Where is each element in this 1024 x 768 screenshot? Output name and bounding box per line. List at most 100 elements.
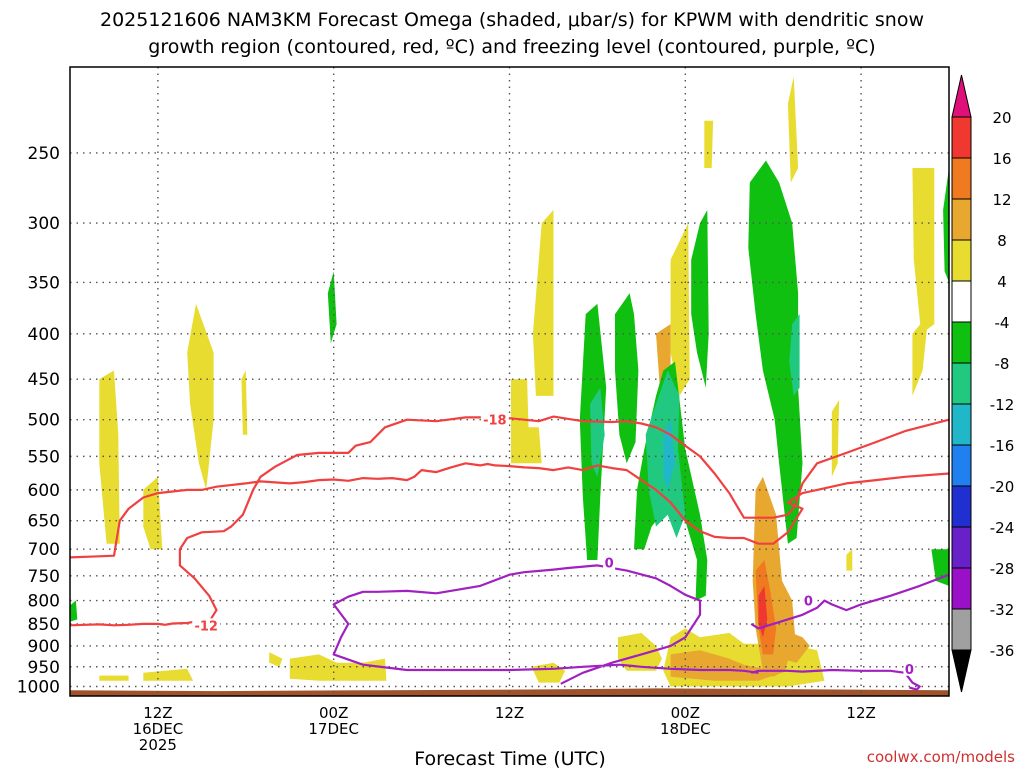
omega-region-4-8 (787, 76, 799, 183)
y-tick-label-250: 250 (28, 144, 60, 164)
omega-region-4-15 (143, 668, 194, 681)
colorbar-top-triangle (951, 74, 972, 118)
x-tick-label-42-1: 18DEC (660, 720, 711, 738)
colorbar-label-3: 8 (997, 232, 1007, 250)
contour-line-4 (750, 668, 921, 691)
contour-label-0: -18 (483, 414, 507, 429)
x-tick-label-6-1: 16DEC (133, 720, 184, 738)
colorbar-box-2 (951, 198, 972, 241)
pressure-axis: 2503003504004505005506006507007508008509… (17, 144, 60, 698)
omega-region-4-0 (99, 370, 120, 544)
omega-region-4-12 (846, 549, 853, 571)
y-tick-label-500: 500 (28, 411, 60, 431)
colorbar-box-8 (951, 444, 972, 487)
contour-label-bg-4 (903, 661, 916, 676)
y-tick-label-1000: 1000 (17, 677, 60, 697)
colorbar-label-10: -24 (990, 519, 1015, 537)
colorbar-label-7: -12 (990, 396, 1015, 414)
omega-region-4-4 (511, 379, 542, 464)
contour-line-0 (69, 415, 950, 627)
omega-region-4-5 (532, 210, 554, 396)
y-tick-label-350: 350 (28, 273, 60, 293)
y-tick-label-300: 300 (28, 214, 60, 234)
x-tick-label-42-0: 00Z (671, 704, 700, 722)
colorbar-label-8: -16 (990, 437, 1015, 455)
omega-region-4-1 (187, 303, 214, 490)
contour-label-bg-3 (802, 593, 815, 608)
contour-line-2 (332, 564, 759, 685)
omega-region-16-0 (758, 585, 768, 638)
colorbar-label-1: 16 (992, 150, 1011, 168)
y-tick-label-950: 950 (28, 658, 60, 678)
omega-colorbar: 20 16 12 8 4 -4 -8 -12 -16 -20 -24 -28 -32 -36 (951, 74, 1015, 693)
contour-label-bg-2 (603, 555, 616, 570)
y-tick-label-450: 450 (28, 370, 60, 390)
omega-region--4-1 (327, 271, 337, 344)
chart-title-line-2: growth region (contoured, red, ºC) and f… (148, 36, 875, 58)
omega-region-8-3 (780, 628, 810, 663)
omega-region-4-2 (241, 370, 248, 435)
omega-region--8-0 (590, 387, 605, 477)
colorbar-bottom-triangle (951, 649, 972, 693)
contour-label-2: 0 (605, 557, 614, 572)
chart-title-line-1: 2025121606 NAM3KM Forecast Omega (shaded… (100, 9, 924, 31)
colorbar-label-9: -20 (990, 478, 1015, 496)
x-tick-label-18-0: 00Z (319, 704, 348, 722)
colorbar-label-0: 20 (992, 109, 1011, 127)
y-tick-label-550: 550 (28, 447, 60, 467)
omega-region-4-14 (269, 652, 283, 667)
omega-region-4-10 (912, 314, 929, 396)
y-tick-label-650: 650 (28, 512, 60, 532)
y-tick-label-750: 750 (28, 567, 60, 587)
colorbar-box-5 (951, 321, 972, 364)
y-tick-label-850: 850 (28, 615, 60, 635)
x-tick-label-6-0: 12Z (143, 704, 172, 722)
x-tick-label-30-0: 12Z (495, 704, 524, 722)
y-tick-label-600: 600 (28, 481, 60, 501)
omega-region--4-7 (943, 168, 949, 283)
omega-region-4-18 (531, 662, 566, 683)
omega-region-4-3 (143, 476, 163, 550)
contour-line-1 (69, 462, 950, 559)
omega-region-4-13 (289, 654, 387, 681)
colorbar-label-2: 12 (992, 191, 1011, 209)
omega-region--4-6 (748, 160, 803, 544)
omega-region-4-16 (99, 675, 129, 681)
colorbar-box-9 (951, 485, 972, 528)
contour-label-3: 0 (804, 595, 813, 610)
colorbar-box-3 (951, 239, 972, 282)
colorbar-label-12: -32 (990, 601, 1015, 619)
omega-shading-layer (70, 76, 949, 687)
colorbar-box-11 (951, 567, 972, 610)
colorbar-box-7 (951, 403, 972, 446)
x-axis-title: Forecast Time (UTC) (414, 748, 605, 768)
y-tick-label-700: 700 (28, 540, 60, 560)
omega-region-4-19 (617, 632, 662, 671)
colorbar-box-0 (951, 116, 972, 159)
omega-region--8-2 (789, 314, 800, 396)
colorbar-box-1 (951, 157, 972, 200)
colorbar-label-5: -4 (995, 314, 1010, 332)
grid-layer (70, 67, 949, 696)
x-tick-label-18-1: 17DEC (308, 720, 359, 738)
x-tick-label-54-0: 12Z (846, 704, 875, 722)
x-tick-label-6-2: 2025 (139, 736, 177, 754)
plot-area: -18 -12 0 0 0 (69, 66, 950, 697)
contour-label-4: 0 (905, 663, 914, 678)
contour-layer: -18 -12 0 0 0 (69, 412, 950, 691)
colorbar-box-4 (951, 280, 972, 323)
colorbar-label-13: -36 (990, 642, 1015, 660)
colorbar-box-12 (951, 608, 972, 651)
contour-label-bg-0 (480, 412, 509, 427)
contour-line-3 (750, 573, 950, 630)
colorbar-label-6: -8 (995, 355, 1010, 373)
omega-region-4-11 (831, 399, 840, 477)
omega-region-4-7 (704, 120, 714, 168)
contour-label-bg-1 (192, 618, 221, 633)
y-tick-label-400: 400 (28, 325, 60, 345)
omega-region-4-6 (670, 223, 690, 396)
omega-region--4-3 (615, 293, 639, 464)
colorbar-box-6 (951, 362, 972, 405)
